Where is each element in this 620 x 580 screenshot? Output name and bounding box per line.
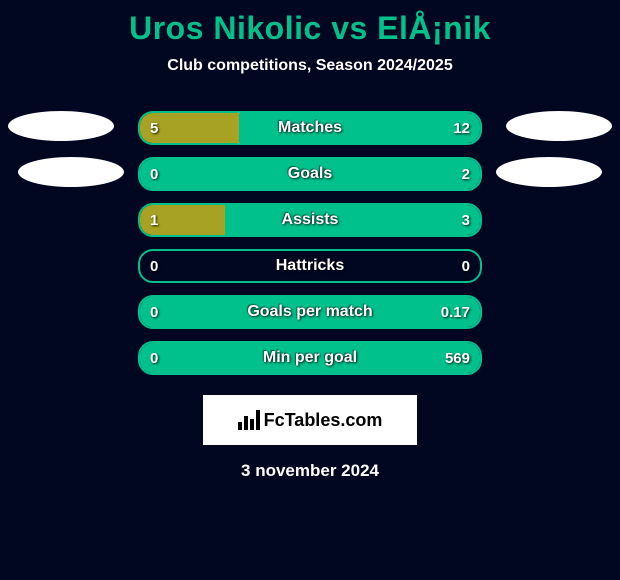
stat-row: 0 Hattricks 0 bbox=[0, 243, 620, 289]
stat-label: Matches bbox=[278, 119, 342, 137]
stat-bar: 0 Goals 2 bbox=[138, 157, 482, 191]
bar-fill-right bbox=[225, 205, 480, 235]
page-title: Uros Nikolic vs ElÅ¡nik bbox=[0, 0, 620, 47]
stat-value-left: 0 bbox=[150, 258, 158, 275]
subtitle: Club competitions, Season 2024/2025 bbox=[0, 57, 620, 75]
player-right-ellipse bbox=[506, 111, 612, 141]
stat-value-left: 0 bbox=[150, 166, 158, 183]
player-left-ellipse bbox=[18, 157, 124, 187]
stat-row: 0 Goals 2 bbox=[0, 151, 620, 197]
stat-bar: 0 Hattricks 0 bbox=[138, 249, 482, 283]
stat-label: Hattricks bbox=[276, 257, 344, 275]
stats-area: 5 Matches 12 0 Goals 2 1 Assists 3 0 Hattricks 0 0 Go… bbox=[0, 105, 620, 381]
stat-row: 5 Matches 12 bbox=[0, 105, 620, 151]
player-left-ellipse bbox=[8, 111, 114, 141]
date-label: 3 november 2024 bbox=[0, 461, 620, 481]
watermark-badge: FcTables.com bbox=[203, 395, 417, 445]
stat-row: 0 Min per goal 569 bbox=[0, 335, 620, 381]
stat-row: 1 Assists 3 bbox=[0, 197, 620, 243]
stat-value-left: 0 bbox=[150, 350, 158, 367]
bar-chart-icon bbox=[238, 410, 260, 430]
stat-value-right: 12 bbox=[453, 120, 470, 137]
stat-label: Min per goal bbox=[263, 349, 357, 367]
stat-label: Goals per match bbox=[247, 303, 372, 321]
stat-value-left: 5 bbox=[150, 120, 158, 137]
stat-row: 0 Goals per match 0.17 bbox=[0, 289, 620, 335]
stat-value-right: 569 bbox=[445, 350, 470, 367]
stat-bar: 5 Matches 12 bbox=[138, 111, 482, 145]
stat-value-left: 1 bbox=[150, 212, 158, 229]
stat-bar: 0 Min per goal 569 bbox=[138, 341, 482, 375]
stat-value-right: 3 bbox=[462, 212, 470, 229]
player-right-ellipse bbox=[496, 157, 602, 187]
stat-bar: 0 Goals per match 0.17 bbox=[138, 295, 482, 329]
stat-value-left: 0 bbox=[150, 304, 158, 321]
watermark-text: FcTables.com bbox=[264, 410, 383, 431]
stat-bar: 1 Assists 3 bbox=[138, 203, 482, 237]
stat-label: Assists bbox=[282, 211, 339, 229]
stat-value-right: 0.17 bbox=[441, 304, 470, 321]
bar-fill-right bbox=[239, 113, 480, 143]
stat-value-right: 2 bbox=[462, 166, 470, 183]
comparison-card: Uros Nikolic vs ElÅ¡nik Club competition… bbox=[0, 0, 620, 580]
stat-label: Goals bbox=[288, 165, 332, 183]
stat-value-right: 0 bbox=[462, 258, 470, 275]
